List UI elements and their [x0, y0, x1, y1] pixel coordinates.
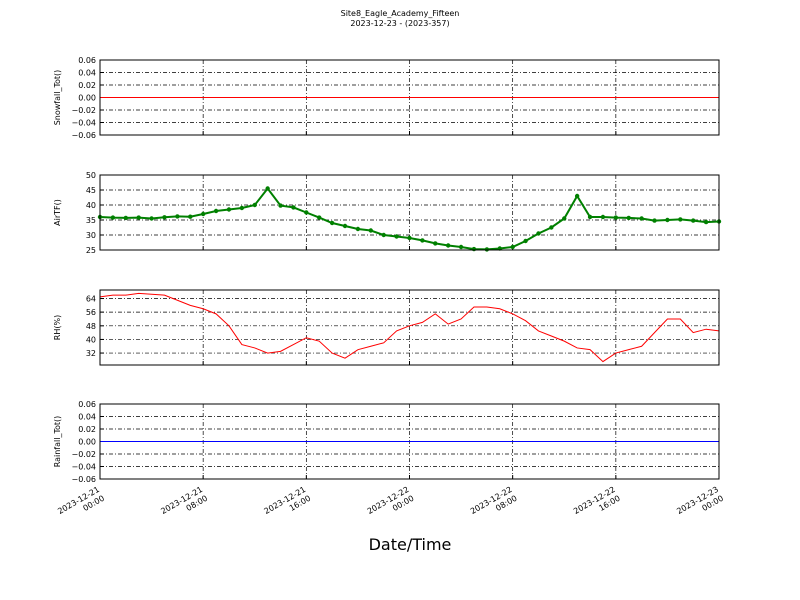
y-axis-label: AirTF(): [53, 199, 62, 226]
data-point: [200, 211, 206, 217]
plot-frame: [99, 289, 720, 366]
data-point: [574, 193, 580, 199]
data-point: [291, 205, 296, 210]
data-point: [562, 216, 567, 221]
data-point: [136, 215, 141, 220]
data-point: [239, 205, 245, 211]
y-tick-label: 40: [86, 335, 96, 344]
y-tick-label: −0.06: [71, 131, 96, 140]
data-point: [523, 238, 528, 244]
data-point: [226, 207, 232, 212]
y-tick-label: −0.04: [71, 119, 96, 128]
data-point: [188, 214, 193, 219]
data-point: [600, 214, 606, 220]
y-tick-label: 30: [86, 231, 96, 240]
y-tick-label: −0.06: [71, 475, 96, 484]
y-tick-label: 45: [86, 186, 96, 195]
data-line: [99, 292, 720, 363]
y-tick-label: −0.04: [71, 463, 96, 472]
y-tick-label: 0.06: [78, 56, 96, 65]
data-point: [626, 215, 631, 221]
data-point: [407, 235, 412, 241]
plot-frame: [99, 403, 720, 480]
data-point: [703, 219, 709, 225]
y-tick-label: 25: [86, 246, 96, 255]
data-point: [355, 226, 361, 232]
y-tick-label: 50: [86, 171, 96, 180]
data-point: [278, 203, 283, 208]
data-point: [213, 208, 219, 214]
data-point: [471, 246, 477, 252]
data-point: [678, 217, 683, 222]
data-point: [381, 232, 386, 238]
y-tick-label: 48: [86, 322, 96, 331]
data-point: [484, 247, 490, 252]
data-point: [549, 225, 554, 230]
y-tick-label: 0.02: [78, 81, 96, 90]
data-point: [265, 186, 270, 191]
chart-title: Site8_Eagle_Academy_Fifteen: [341, 9, 460, 18]
data-point: [394, 234, 399, 239]
data-point: [652, 218, 657, 223]
y-tick-label: 0.06: [78, 400, 96, 409]
y-tick-label: 0.00: [78, 94, 96, 103]
data-point: [587, 214, 593, 220]
data-point: [110, 215, 116, 220]
data-point: [149, 216, 154, 221]
y-tick-label: 64: [86, 295, 96, 304]
y-tick-label: 0.02: [78, 425, 96, 434]
y-tick-label: −0.02: [71, 450, 96, 459]
data-point: [613, 215, 619, 220]
x-axis-label: Date/Time: [369, 535, 452, 554]
data-point: [175, 214, 180, 219]
y-tick-label: 0.04: [78, 69, 96, 78]
x-tick-label: 2023-12-2100:00: [56, 485, 106, 525]
data-point: [691, 218, 696, 223]
x-tick-label: 2023-12-2108:00: [159, 485, 209, 525]
x-tick-label: 2023-12-2208:00: [469, 485, 519, 525]
plot-frame: [99, 59, 720, 136]
x-tick-label: 2023-12-2300:00: [675, 485, 725, 525]
data-point: [458, 244, 464, 250]
y-tick-label: 35: [86, 216, 96, 225]
x-tick-label: 2023-12-2116:00: [263, 485, 313, 525]
data-point: [510, 244, 515, 250]
data-point: [123, 215, 128, 221]
y-tick-label: 0.00: [78, 438, 96, 447]
data-point: [252, 202, 257, 208]
data-point: [317, 215, 322, 220]
data-point: [445, 243, 451, 248]
y-axis-label: RH(%): [53, 315, 62, 340]
data-point: [342, 223, 348, 229]
data-point: [536, 231, 541, 236]
x-tick-label: 2023-12-2200:00: [366, 485, 416, 525]
chart-subtitle: 2023-12-23 - (2023-357): [350, 19, 449, 28]
y-tick-label: 0.04: [78, 413, 96, 422]
data-point: [433, 241, 438, 246]
data-point: [304, 210, 309, 215]
data-point: [368, 228, 374, 233]
y-tick-label: 32: [86, 349, 96, 358]
y-axis-label: Snowfall_Tot(): [53, 70, 62, 126]
y-tick-label: 56: [86, 308, 96, 317]
data-point: [162, 215, 167, 220]
data-point: [329, 220, 335, 226]
y-tick-label: −0.02: [71, 106, 96, 115]
plot-frame: [99, 174, 720, 251]
y-tick-label: 40: [86, 201, 96, 210]
data-point: [665, 217, 670, 223]
x-tick-label: 2023-12-2216:00: [572, 485, 622, 525]
y-axis-label: Rainfall_Tot(): [53, 416, 62, 468]
data-point: [639, 216, 644, 221]
data-point: [420, 238, 425, 243]
